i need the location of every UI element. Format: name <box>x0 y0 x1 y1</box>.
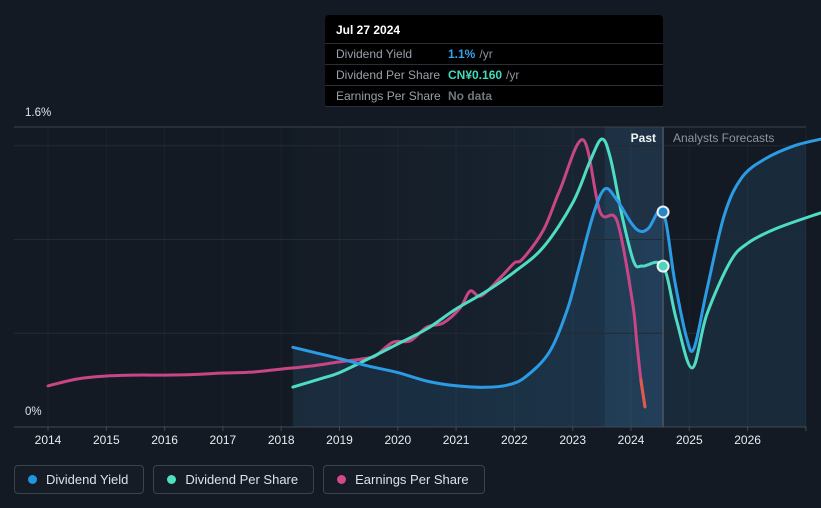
tooltip-row-dividend-yield: Dividend Yield 1.1% /yr <box>325 44 663 65</box>
x-axis-label: 2020 <box>384 433 412 447</box>
earnings-per-share-dot-icon <box>337 475 347 484</box>
tooltip-value: No data <box>448 89 493 103</box>
dividend-yield-dot-icon <box>28 475 37 484</box>
x-axis-label: 2017 <box>209 433 237 447</box>
x-axis-label: 2026 <box>734 433 761 447</box>
chart-tooltip: Jul 27 2024 Dividend Yield 1.1% /yr Divi… <box>325 15 663 107</box>
x-axis-label: 2024 <box>617 433 645 447</box>
legend-label: Dividend Per Share <box>185 472 299 487</box>
tooltip-row-earnings-per-share: Earnings Per Share No data <box>325 86 663 107</box>
past-zone-label: Past <box>630 131 656 145</box>
dividend-yield-area-fill <box>292 142 806 427</box>
legend-item-dividend-yield[interactable]: Dividend Yield <box>14 465 145 494</box>
tooltip-label: Dividend Yield <box>336 47 413 61</box>
legend-item-earnings-per-share[interactable]: Earnings Per Share <box>323 465 485 494</box>
tooltip-value: CN¥0.160 <box>448 68 503 82</box>
tooltip-row-dividend-per-share: Dividend Per Share CN¥0.160 /yr <box>325 65 663 86</box>
chart-legend: Dividend Yield Dividend Per Share Earnin… <box>14 465 485 494</box>
dy-line <box>291 137 821 389</box>
dy-cursor-marker[interactable] <box>656 205 670 219</box>
legend-label: Dividend Yield <box>46 472 129 487</box>
tooltip-label: Dividend Per Share <box>336 68 441 82</box>
dividend-per-share-dot-icon <box>167 475 177 484</box>
legend-item-dividend-per-share[interactable]: Dividend Per Share <box>153 465 315 494</box>
tooltip-suffix: /yr <box>479 47 493 61</box>
x-axis-label: 2015 <box>92 433 120 447</box>
y-axis-max-label: 1.6% <box>25 107 52 119</box>
tooltip-label: Earnings Per Share <box>336 89 441 103</box>
forecast-zone-label: Analysts Forecasts <box>673 131 775 145</box>
tooltip-date: Jul 27 2024 <box>325 15 663 44</box>
past-shaded-region <box>292 127 664 427</box>
x-axis-label: 2016 <box>151 433 178 447</box>
x-axis-label: 2019 <box>326 433 353 447</box>
eps-line <box>46 138 647 409</box>
dps-line <box>291 137 821 389</box>
x-axis-label: 2021 <box>442 433 470 447</box>
tooltip-suffix: /yr <box>506 68 520 82</box>
x-axis-label: 2025 <box>675 433 703 447</box>
x-axis-label: 2014 <box>34 433 62 447</box>
tooltip-value: 1.1% <box>448 47 476 61</box>
eps-line-negative-tip <box>639 378 647 409</box>
x-axis-label: 2023 <box>559 433 587 447</box>
x-axis-label: 2022 <box>501 433 528 447</box>
legend-label: Earnings Per Share <box>355 472 469 487</box>
x-axis-label: 2018 <box>267 433 295 447</box>
y-axis-min-label: 0% <box>25 406 42 418</box>
dps-cursor-marker[interactable] <box>656 259 670 273</box>
